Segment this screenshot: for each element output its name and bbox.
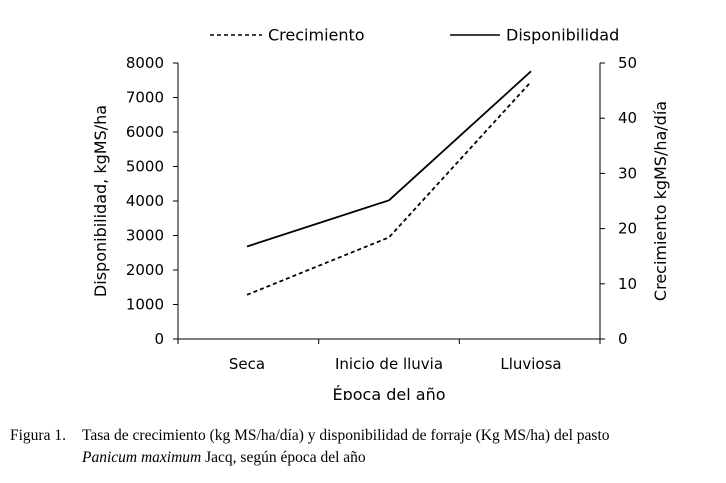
caption-line-2-rest: Jacq, según época del año — [201, 449, 366, 466]
legend-label-crecimiento: Crecimiento — [268, 26, 365, 45]
right-tick-label: 20 — [618, 220, 637, 238]
right-tick-label: 30 — [618, 164, 637, 182]
right-tick-label: 50 — [618, 54, 637, 72]
left-tick-label: 1000 — [126, 296, 164, 314]
left-axis-ticks: 0 1000 2000 3000 4000 5000 6000 7000 8000 — [126, 54, 178, 348]
left-tick-label: 4000 — [126, 192, 164, 210]
right-tick-label: 10 — [618, 275, 637, 293]
caption-line-1: Tasa de crecimiento (kg MS/ha/día) y dis… — [82, 427, 610, 444]
right-axis-title: Crecimiento kgMS/ha/día — [651, 101, 670, 301]
legend-label-disponibilidad: Disponibilidad — [506, 26, 619, 45]
series-line-disponibilidad — [246, 70, 532, 248]
left-tick-label: 2000 — [126, 261, 164, 279]
left-axis-title: Disponibilidad, kgMS/ha — [91, 105, 110, 297]
x-axis-title: Época del año — [332, 385, 445, 400]
left-tick-label: 8000 — [126, 54, 164, 72]
series-layer — [246, 70, 532, 296]
x-category-label: Inicio de lluvia — [335, 355, 443, 373]
left-tick-label: 3000 — [126, 227, 164, 245]
caption-species: Panicum maximum — [82, 449, 202, 466]
legend: Crecimiento Disponibilidad — [210, 26, 619, 45]
series-line-crecimiento — [246, 81, 532, 296]
x-category-label: Seca — [229, 355, 265, 373]
chart: Crecimiento Disponibilidad 0100020003000… — [91, 26, 670, 401]
left-tick-label: 5000 — [126, 158, 164, 176]
right-axis-ticks: 0 10 20 30 40 50 — [600, 54, 637, 348]
x-axis-ticks: Seca Inicio de lluvia Lluviosa — [177, 339, 601, 373]
x-category-label: Lluviosa — [500, 355, 561, 373]
caption-line-2: Panicum maximum Jacq, según época del añ… — [82, 447, 722, 469]
caption-label: Figura 1. — [10, 427, 66, 444]
right-tick-label: 40 — [618, 109, 637, 127]
caption-body: Tasa de crecimiento (kg MS/ha/día) y dis… — [82, 425, 722, 469]
right-tick-label: 0 — [618, 330, 628, 348]
left-tick-label: 6000 — [126, 123, 164, 141]
left-tick-label: 0 — [154, 330, 164, 348]
left-tick-label: 7000 — [126, 89, 164, 107]
